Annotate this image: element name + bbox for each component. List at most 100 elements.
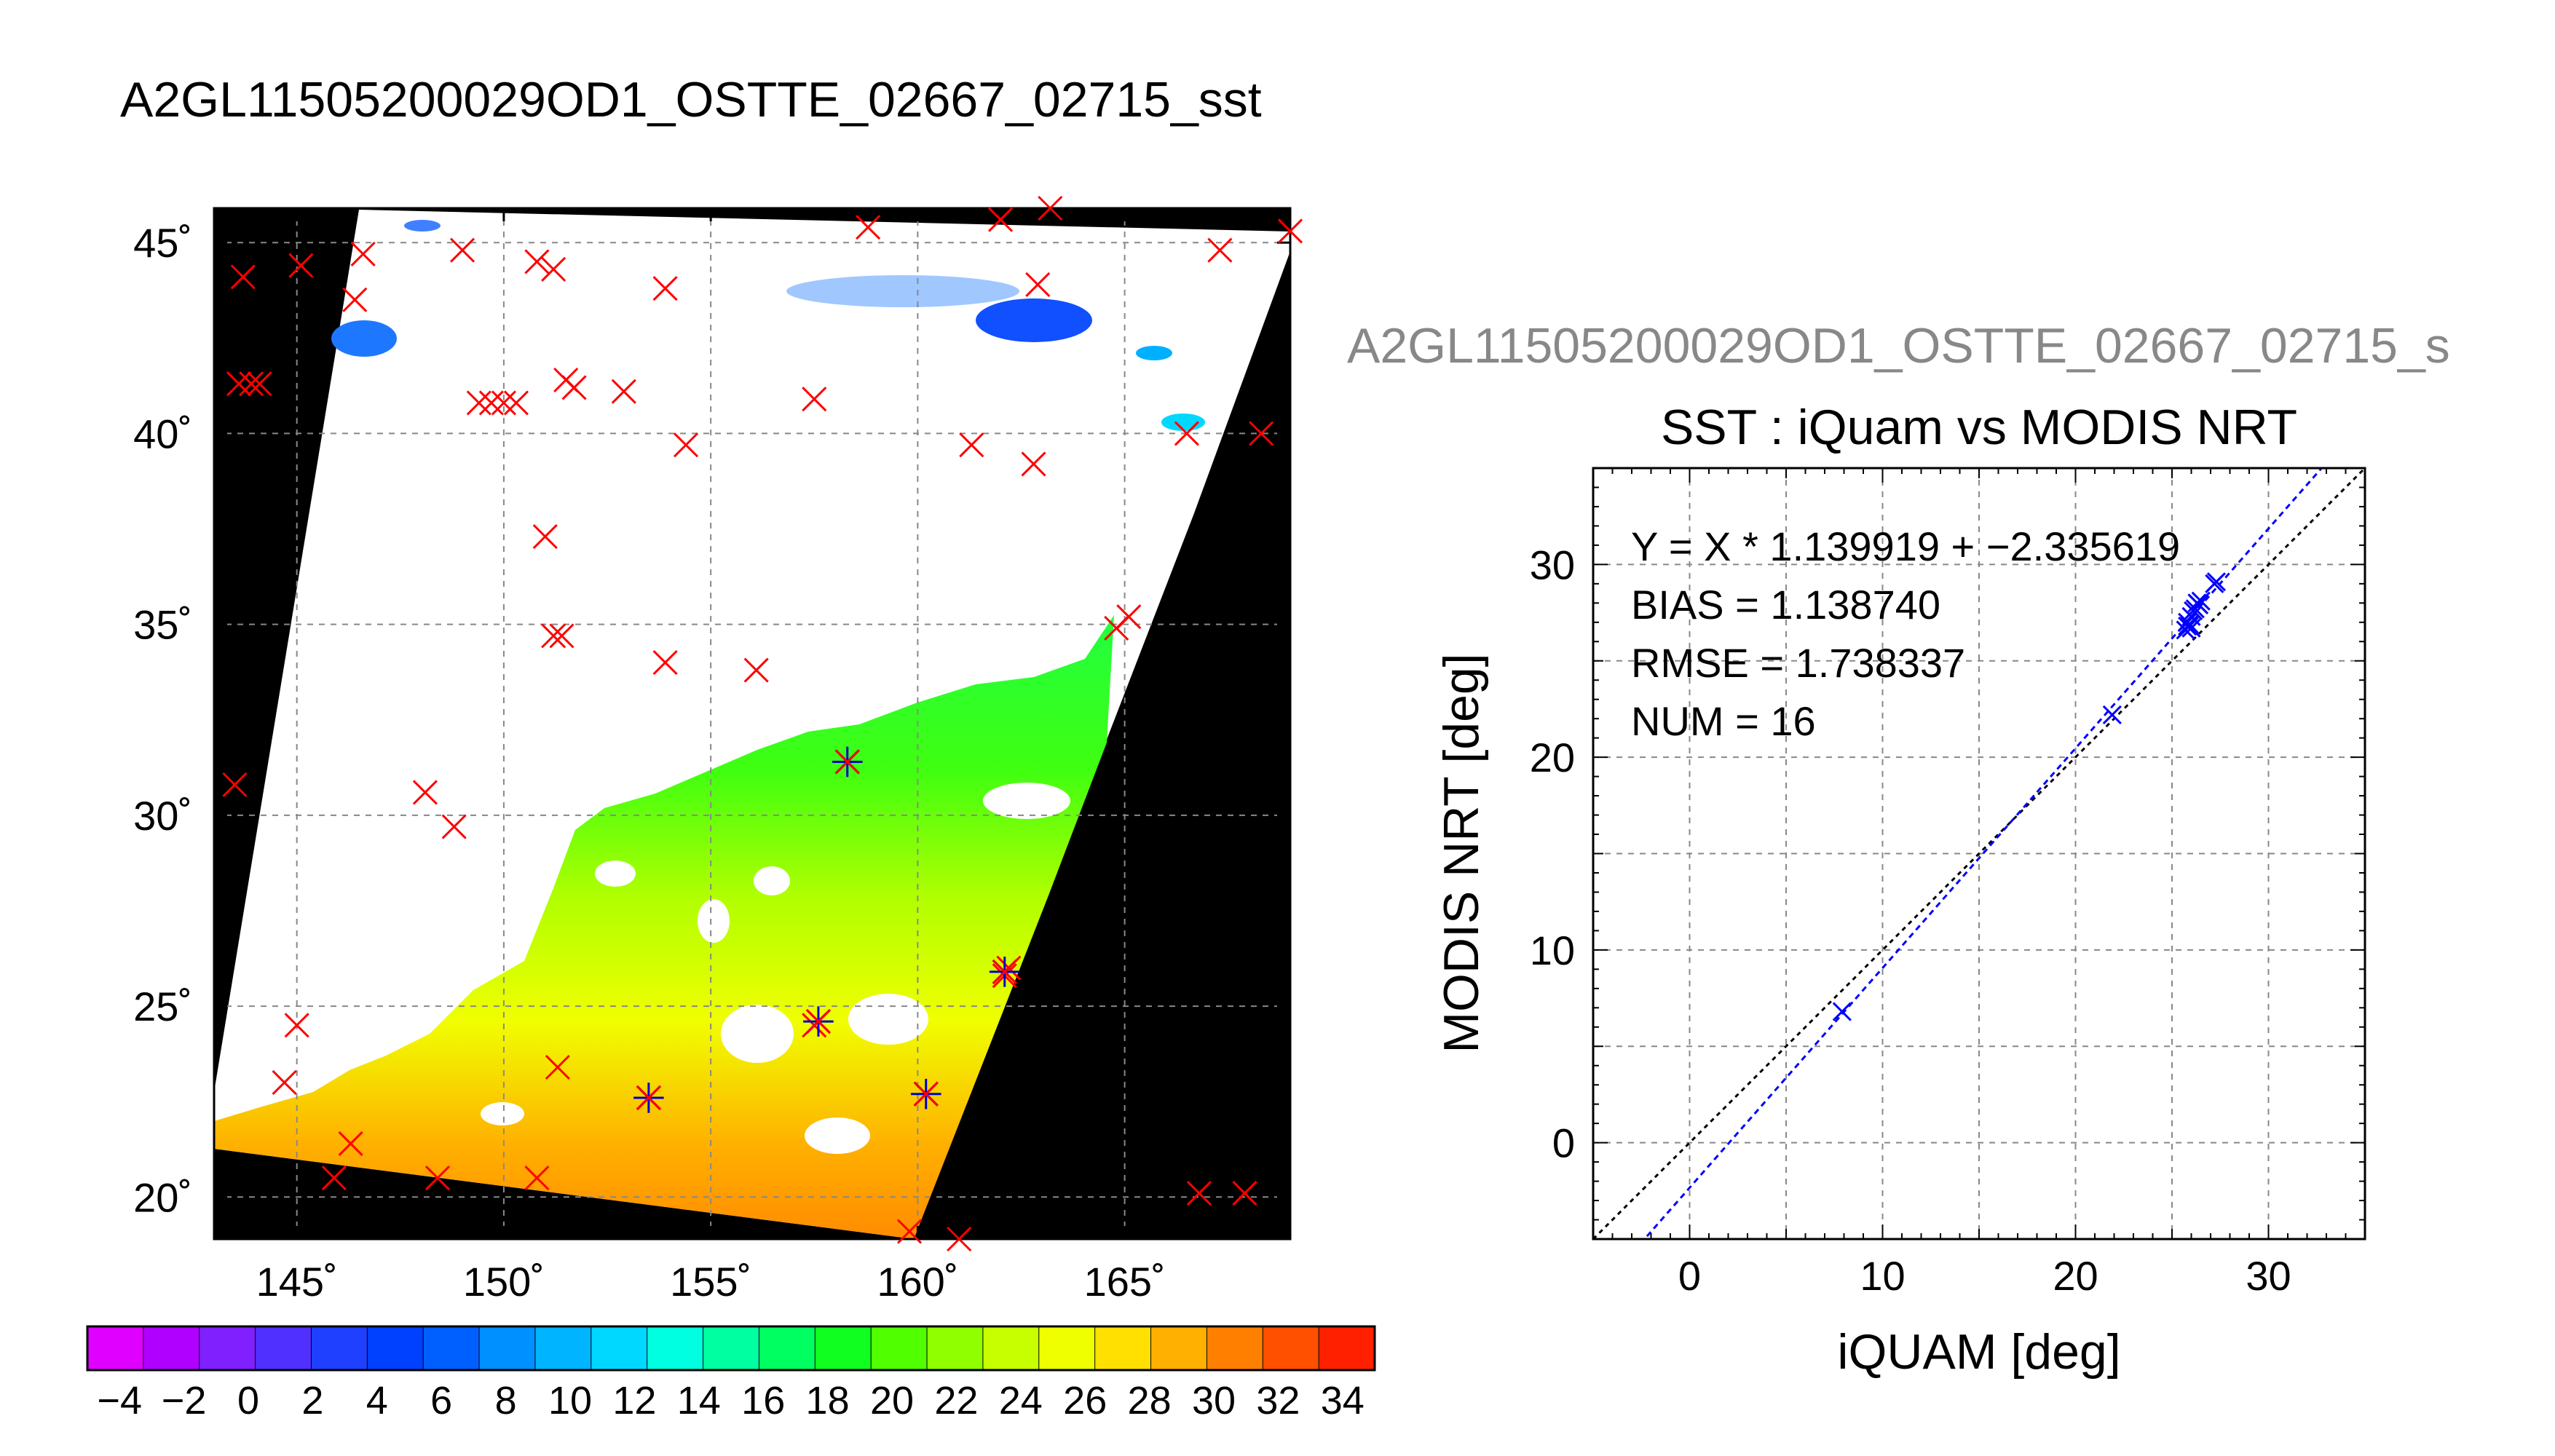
map-x-tick-label: 160˚ — [877, 1259, 958, 1305]
colorbar-tick-label: 32 — [1256, 1379, 1300, 1423]
colorbar-swatch — [1319, 1326, 1375, 1370]
insitu-marker-stroke — [1249, 421, 1274, 446]
colorbar-swatch — [871, 1326, 928, 1370]
insitu-marker — [1232, 1181, 1257, 1206]
matchup-insitu-overlay — [636, 1085, 661, 1111]
insitu-marker-stroke — [247, 371, 272, 397]
sst-valid-region — [214, 615, 1114, 1239]
scatter-point — [2191, 591, 2211, 611]
colorbar-swatch — [815, 1326, 872, 1370]
insitu-marker — [743, 657, 769, 683]
colorbar: −4 −2 0 2 4 6 8 10 12 14 16 18 20 22 24 26 28 30 32 34 — [86, 1325, 1376, 1423]
colorbar-tick-label: 2 — [301, 1379, 323, 1423]
colorbar-frame — [86, 1325, 1376, 1372]
insitu-marker — [549, 623, 574, 649]
insitu-marker-stroke — [673, 432, 699, 458]
insitu-marker — [524, 1166, 550, 1191]
insitu-marker-stroke — [491, 390, 516, 416]
insitu-marker — [342, 287, 368, 312]
insitu-marker — [652, 276, 678, 301]
insitu-marker — [424, 1166, 451, 1191]
scatter-y-axis-label: MODIS NRT [deg] — [1434, 653, 1489, 1053]
colorbar-tick-label: −2 — [162, 1379, 207, 1423]
map-frame — [213, 207, 1292, 1241]
map-x-tick-label: 155˚ — [670, 1259, 751, 1305]
colorbar-tick-label: 22 — [934, 1379, 978, 1423]
colorbar-swatches — [87, 1326, 1375, 1370]
insitu-marker-stroke — [226, 371, 252, 397]
insitu-marker-stroke — [1207, 237, 1233, 263]
matchup-insitu-overlay-stroke — [834, 749, 860, 775]
colorbar-tick-labels: −4 −2 0 2 4 6 8 10 12 14 16 18 20 22 24 26 28 30 32 34 — [97, 1379, 1364, 1423]
insitu-marker — [1277, 218, 1303, 244]
insitu-marker-stroke — [611, 379, 636, 404]
insitu-marker-stroke — [549, 623, 574, 649]
map-y-tick-label: 30˚ — [133, 793, 192, 839]
insitu-marker-stroke — [1025, 272, 1051, 297]
colorbar-swatch — [199, 1326, 256, 1370]
scatter-x-axis-label: iQUAM [deg] — [1837, 1324, 2120, 1380]
scatter-point — [2178, 612, 2197, 632]
scatter-point-stroke — [2179, 617, 2199, 636]
scatter-point — [2102, 705, 2122, 724]
scatter-x-tick-label: 10 — [1860, 1253, 1905, 1299]
map-x-tick-label: 165˚ — [1084, 1259, 1166, 1305]
insitu-marker-stroke — [288, 253, 314, 278]
insitu-marker — [1207, 237, 1233, 263]
scatter-point — [1832, 1002, 1852, 1021]
insitu-marker — [321, 1166, 347, 1191]
scatter-stats: Y = X * 1.139919 + −2.335619 BIAS = 1.13… — [1631, 523, 2180, 744]
insitu-marker-stroke — [284, 1013, 309, 1038]
insitu-marker — [412, 780, 438, 805]
insitu-marker — [896, 1219, 923, 1244]
scatter-point-stroke — [2206, 572, 2227, 592]
insitu-marker — [239, 371, 264, 397]
insitu-marker-stroke — [1116, 604, 1142, 630]
insitu-marker-stroke — [338, 1131, 363, 1156]
insitu-marker — [1038, 195, 1063, 221]
insitu-marker-stroke — [478, 390, 504, 416]
colorbar-tick-label: 20 — [870, 1379, 914, 1423]
insitu-marker — [350, 241, 376, 266]
scatter-points — [1832, 572, 2227, 1021]
insitu-marker — [947, 1226, 972, 1252]
insitu-marker-stroke — [524, 1166, 550, 1191]
insitu-marker-stroke — [1277, 218, 1303, 244]
insitu-marker-stroke — [524, 249, 550, 274]
insitu-marker-stroke — [1038, 195, 1063, 221]
insitu-marker — [673, 432, 699, 458]
insitu-marker-stroke — [896, 1219, 923, 1244]
colorbar-swatch — [759, 1326, 816, 1370]
insitu-marker — [561, 375, 587, 400]
insitu-marker-stroke — [441, 814, 467, 839]
insitu-marker — [247, 371, 272, 397]
matchup-insitu-overlay-stroke — [913, 1081, 939, 1107]
insitu-marker — [222, 772, 248, 797]
matchup-insitu-overlay — [834, 749, 860, 775]
colorbar-swatch — [423, 1326, 481, 1370]
colorbar-swatch — [143, 1326, 200, 1370]
colorbar-swatch — [367, 1326, 424, 1370]
matchup-insitu-overlay — [913, 1081, 939, 1107]
insitu-marker-stroke — [342, 287, 368, 312]
scatter-x-tick-label: 20 — [2053, 1253, 2098, 1299]
colorbar-tick-label: −4 — [97, 1379, 142, 1423]
colorbar-swatch — [534, 1326, 592, 1370]
insitu-marker — [226, 371, 252, 397]
map-x-tick-label: 150˚ — [463, 1259, 545, 1305]
matchup-insitu-overlay — [992, 959, 1017, 984]
map-axis-ticks: 145˚ 150˚ 155˚ 160˚ 165˚ 20˚ 25˚ 30˚ 35˚ 40˚ 45˚ — [133, 208, 1290, 1305]
matchup-markers — [633, 746, 1020, 1113]
matchup-insitu-overlay — [805, 1009, 832, 1034]
insitu-marker-stroke — [1021, 451, 1046, 477]
insitu-marker — [1116, 604, 1142, 630]
insitu-marker-stroke — [988, 207, 1014, 232]
scatter-point-stroke — [1832, 1002, 1852, 1021]
colorbar-swatch — [1263, 1326, 1320, 1370]
insitu-marker — [541, 623, 566, 649]
insitu-marker-stroke — [450, 237, 475, 263]
scatter-point — [2189, 595, 2209, 615]
scatter-y-tick-label: 30 — [1530, 542, 1575, 587]
scatter-grid — [1593, 468, 2365, 1239]
insitu-marker — [1186, 1181, 1212, 1206]
